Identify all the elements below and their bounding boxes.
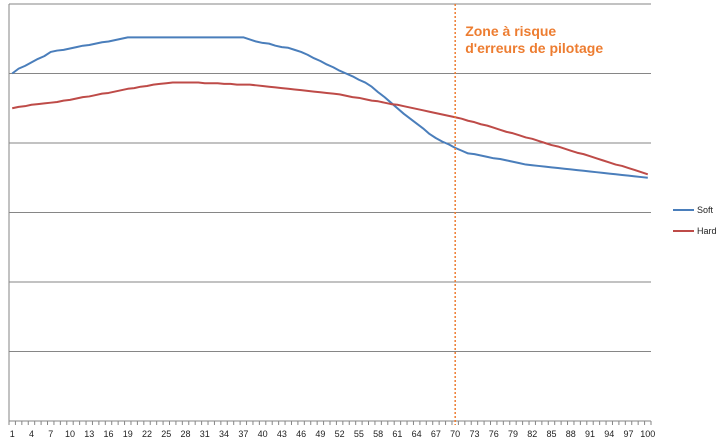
x-tick-label: 31 [200,429,210,439]
x-tick-label: 40 [258,429,268,439]
x-tick-label: 16 [104,429,114,439]
x-tick-label: 97 [624,429,634,439]
gridlines [9,3,651,352]
x-tick-label: 52 [335,429,345,439]
x-axis-ticks [8,421,652,425]
x-tick-label: 10 [65,429,75,439]
risk-zone-annotation: Zone à risque d'erreurs de pilotage [454,4,603,425]
x-axis-tick-labels: 1 4 7 10 13 16 19 22 25 28 31 34 37 40 43 46 49 52 55 58 61 6… [10,429,656,439]
series-line-hard [11,81,649,176]
x-tick-label: 28 [181,429,191,439]
x-tick-label: 73 [469,429,479,439]
legend-label-hard: Hard [697,226,717,236]
x-tick-label: 4 [29,429,34,439]
x-tick-label: 85 [546,429,556,439]
x-tick-label: 46 [296,429,306,439]
x-tick-label: 94 [604,429,614,439]
x-tick-label: 67 [431,429,441,439]
x-tick-label: 70 [450,429,460,439]
x-tick-label: 64 [412,429,422,439]
x-tick-label: 55 [354,429,364,439]
x-tick-label: 1 [10,429,15,439]
legend-label-soft: Soft [697,205,714,215]
x-tick-label: 25 [161,429,171,439]
x-tick-label: 19 [123,429,133,439]
legend: Soft Hard [673,205,717,236]
x-tick-label: 43 [277,429,287,439]
series-lines [11,36,649,179]
x-tick-label: 88 [566,429,576,439]
series-line-soft [11,36,648,179]
x-tick-label: 79 [508,429,518,439]
x-tick-label: 7 [48,429,53,439]
x-tick-label: 13 [84,429,94,439]
x-tick-label: 58 [373,429,383,439]
x-tick-label: 76 [489,429,499,439]
x-tick-label: 82 [527,429,537,439]
risk-zone-label-line-1: Zone à risque [465,23,556,39]
x-tick-label: 100 [640,429,655,439]
x-tick-label: 91 [585,429,595,439]
x-tick-label: 34 [219,429,229,439]
risk-zone-label-line-2: d'erreurs de pilotage [465,40,603,56]
x-tick-label: 37 [238,429,248,439]
x-tick-label: 61 [392,429,402,439]
x-tick-label: 49 [315,429,325,439]
x-tick-label: 22 [142,429,152,439]
